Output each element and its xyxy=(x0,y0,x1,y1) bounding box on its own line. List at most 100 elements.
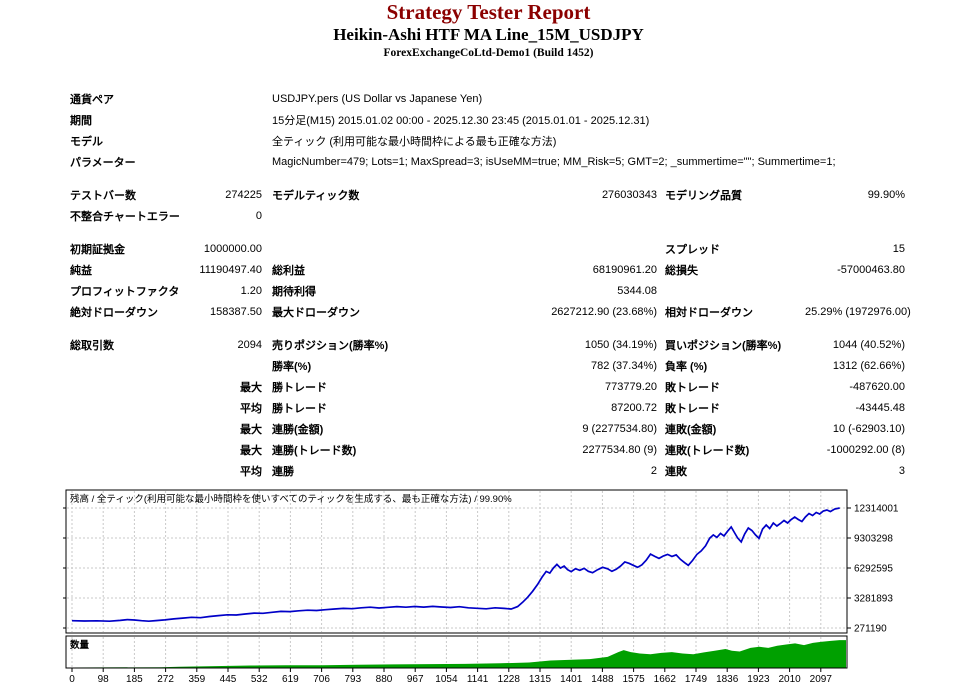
x-axis-label: 1141 xyxy=(467,674,489,685)
row-value: 782 (37.34%) xyxy=(590,359,657,372)
report-row: 初期証拠金 1000000.00 スプレッド 15 xyxy=(70,238,915,259)
x-axis-label: 1054 xyxy=(435,674,458,685)
row-value-wide: MagicNumber=479; Lots=1; MaxSpread=3; is… xyxy=(272,155,836,168)
row-label: 初期証拠金 xyxy=(70,243,125,256)
volume-area xyxy=(66,640,846,668)
x-axis-label: 1662 xyxy=(654,674,677,685)
row-value: 2094 xyxy=(237,338,262,351)
row-value: 1000000.00 xyxy=(203,242,262,255)
x-axis-label: 706 xyxy=(313,674,330,685)
row-label: 期待利得 xyxy=(272,285,316,298)
row-label: 連勝 xyxy=(272,465,294,478)
row-value: 2 xyxy=(650,464,657,477)
row-value: 87200.72 xyxy=(611,401,657,414)
group-gap xyxy=(70,172,915,184)
row-label: テストバー数 xyxy=(70,189,136,202)
row-value: 最大 xyxy=(240,423,262,436)
row-label: スプレッド xyxy=(665,243,720,256)
x-axis-label: 2010 xyxy=(778,674,801,685)
volume-panel-frame xyxy=(65,635,848,669)
row-value: -57000463.80 xyxy=(837,263,905,276)
y-axis-label: 271190 xyxy=(854,624,887,635)
x-axis-label: 1228 xyxy=(498,674,521,685)
row-label: モデリング品質 xyxy=(665,189,742,202)
x-axis-label: 793 xyxy=(344,674,361,685)
report-row: 通貨ペア USDJPY.pers (US Dollar vs Japanese Y… xyxy=(70,88,915,109)
report-row: 期間 15分足(M15) 2015.01.02 00:00 - 2025.12.3… xyxy=(70,109,915,130)
row-value: 10 (-62903.10) xyxy=(832,422,905,435)
x-axis-label: 1315 xyxy=(529,674,552,685)
chart-caption-volume: 数量 xyxy=(69,639,90,651)
row-label: 連敗(トレード数) xyxy=(665,444,750,457)
row-value: -487620.00 xyxy=(849,380,905,393)
report-row: プロフィットファクタ 1.20 期待利得 5344.08 xyxy=(70,280,915,301)
x-axis-label: 0 xyxy=(69,674,75,685)
row-label: 期間 xyxy=(70,114,92,127)
row-value: 最大 xyxy=(240,381,262,394)
row-value: 158387.50 xyxy=(210,305,262,318)
report-row: 平均 連勝 2 連敗 3 xyxy=(70,460,915,481)
row-label: 連勝(トレード数) xyxy=(272,444,357,457)
row-value: 11190497.40 xyxy=(199,263,262,276)
y-axis-label: 12314001 xyxy=(854,504,899,515)
row-value: 1312 (62.66%) xyxy=(832,359,905,372)
y-axis-label: 9303298 xyxy=(854,534,893,545)
grid-lines xyxy=(67,491,846,667)
row-label: 絶対ドローダウン xyxy=(70,306,158,319)
row-label: 連勝(金額) xyxy=(272,423,324,436)
row-label: パラメーター xyxy=(70,156,136,169)
x-axis-label: 532 xyxy=(251,674,268,685)
row-label: 買いポジション(勝率%) xyxy=(665,339,782,352)
row-label: 売りポジション(勝率%) xyxy=(272,339,389,352)
x-axis-label: 880 xyxy=(376,674,393,685)
row-label: 最大ドローダウン xyxy=(272,306,360,319)
row-value: -43445.48 xyxy=(855,401,905,414)
report-row: 勝率(%) 782 (37.34%) 負率 (%) 1312 (62.66%) xyxy=(70,355,915,376)
row-label: 勝トレード xyxy=(272,402,327,415)
balance-volume-chart: 12314001 9303298 6292595 3281893 271190 0 98 18… xyxy=(0,486,977,688)
balance-panel-frame xyxy=(65,489,848,634)
row-value: 2277534.80 (9) xyxy=(582,443,657,456)
row-value-wide: 15分足(M15) 2015.01.02 00:00 - 2025.12.30 … xyxy=(272,114,650,127)
y-axis-label: 6292595 xyxy=(854,564,893,575)
report-header: Strategy Tester Report Heikin-Ashi HTF M… xyxy=(0,0,977,61)
summary-table: 通貨ペア USDJPY.pers (US Dollar vs Japanese Y… xyxy=(70,88,915,481)
x-axis-label: 1836 xyxy=(716,674,739,685)
row-value-wide: 全ティック (利用可能な最小時間枠による最も正確な方法) xyxy=(272,135,557,148)
row-label: 連敗 xyxy=(665,465,687,478)
row-value: 274225 xyxy=(225,188,262,201)
group-gap xyxy=(70,322,915,334)
row-label: モデル xyxy=(70,135,103,148)
row-label: 総利益 xyxy=(272,264,305,277)
report-row: 最大 勝トレード 773779.20 敗トレード -487620.00 xyxy=(70,376,915,397)
row-label: プロフィットファクタ xyxy=(70,285,180,298)
row-value: 最大 xyxy=(240,444,262,457)
x-axis-label: 98 xyxy=(98,674,110,685)
row-value: 9 (2277534.80) xyxy=(582,422,657,435)
row-value: 平均 xyxy=(240,402,262,415)
row-value: 773779.20 xyxy=(605,380,657,393)
x-axis-label: 1575 xyxy=(622,674,645,685)
report-row: テストバー数 274225 モデルティック数 276030343 モデリング品質 99.9… xyxy=(70,184,915,205)
row-label: 勝率(%) xyxy=(272,360,312,373)
x-axis-label: 2097 xyxy=(810,674,833,685)
x-axis-label: 1488 xyxy=(591,674,614,685)
chart-canvas: 12314001 9303298 6292595 3281893 271190 0 98 18… xyxy=(63,489,899,685)
report-row: 最大 連勝(トレード数) 2277534.80 (9) 連敗(トレード数) -10002… xyxy=(70,439,915,460)
row-label: モデルティック数 xyxy=(272,189,360,202)
x-axis-label: 1749 xyxy=(685,674,708,685)
x-axis-label: 619 xyxy=(282,674,299,685)
row-label: 負率 (%) xyxy=(665,360,708,373)
balance-curve xyxy=(71,507,840,623)
row-label: 連敗(金額) xyxy=(665,423,717,436)
row-value: 99.90% xyxy=(867,188,905,201)
row-label: 総損失 xyxy=(665,264,698,277)
x-axis-label: 1401 xyxy=(560,674,583,685)
row-value: 2627212.90 (23.68%) xyxy=(551,305,657,318)
report-subtitle: Heikin-Ashi HTF MA Line_15M_USDJPY xyxy=(333,25,644,44)
row-value: 15 xyxy=(892,242,905,255)
report-row: 絶対ドローダウン 158387.50 最大ドローダウン 2627212.90 (23.… xyxy=(70,301,915,322)
row-value: 1.20 xyxy=(240,284,262,297)
report-row: 平均 勝トレード 87200.72 敗トレード -43445.48 xyxy=(70,397,915,418)
